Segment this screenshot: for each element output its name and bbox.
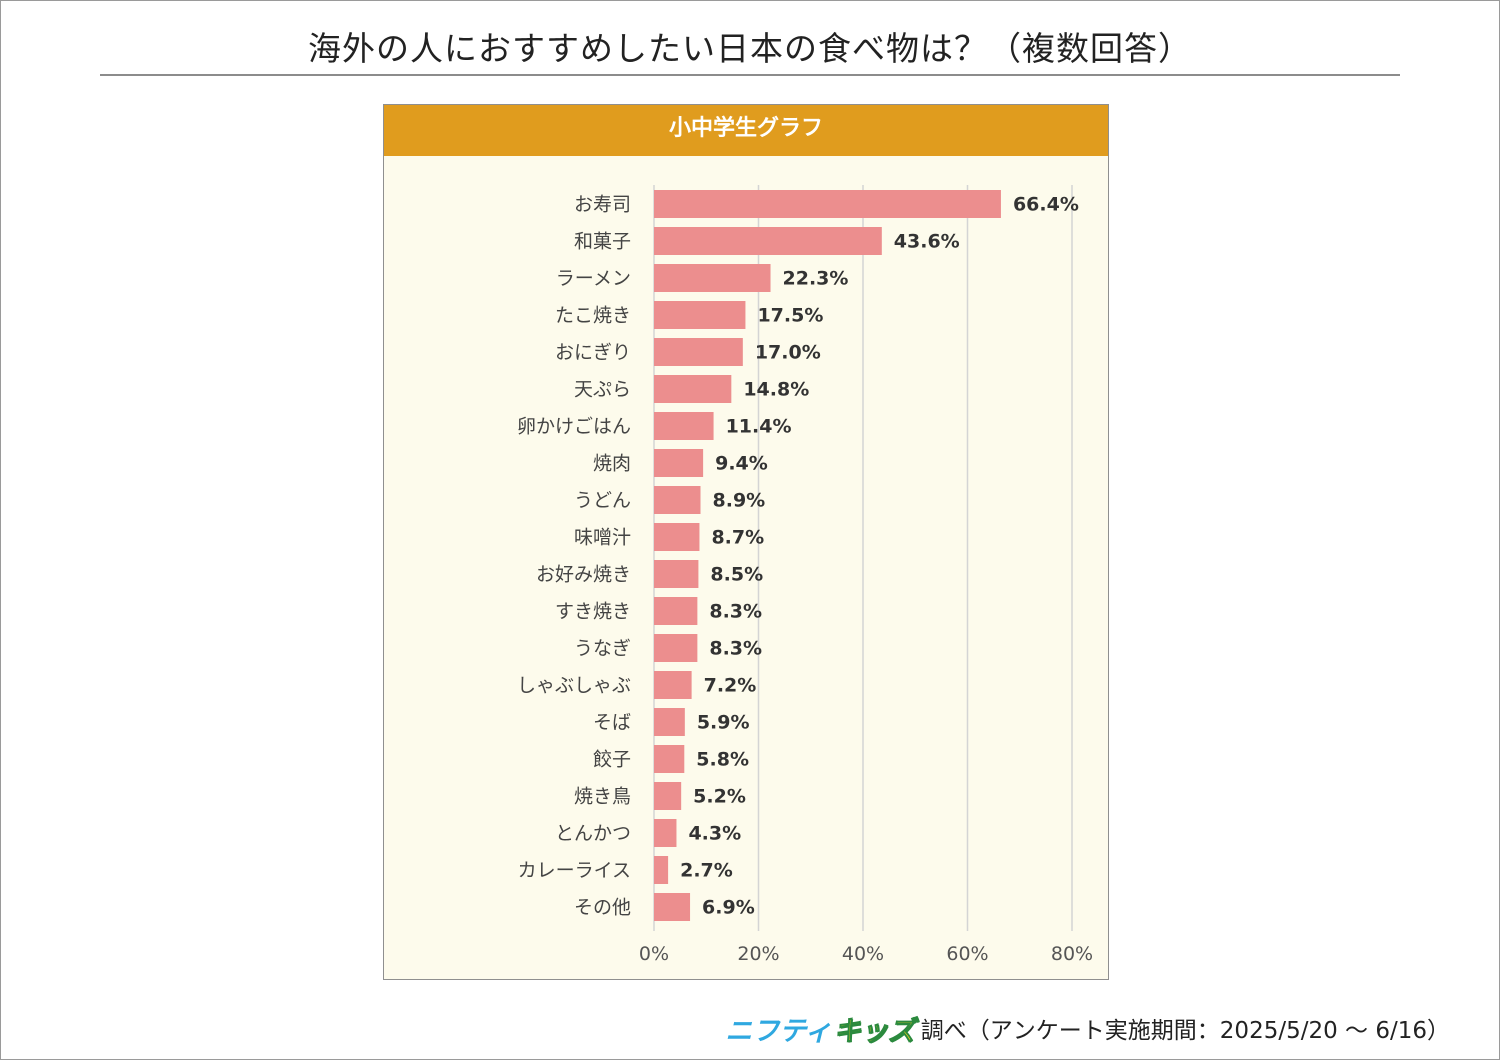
x-tick-label: 40%: [842, 943, 884, 965]
bar: [654, 597, 698, 625]
bars: [654, 190, 1001, 921]
value-label: 8.7%: [711, 527, 764, 549]
survey-period-note: 調べ（アンケート実施期間：2025/5/20 ～ 6/16）: [920, 1018, 1450, 1044]
x-tick-label: 0%: [639, 943, 669, 965]
x-tick-label: 20%: [737, 943, 779, 965]
value-label: 66.4%: [1013, 194, 1079, 216]
bar: [654, 856, 669, 884]
value-label: 8.3%: [709, 601, 762, 623]
category-label: しゃぶしゃぶ: [517, 675, 631, 697]
bar: [654, 819, 677, 847]
category-label: うなぎ: [574, 638, 631, 660]
bar: [654, 190, 1001, 218]
category-label: その他: [574, 897, 631, 919]
category-label: とんかつ: [555, 823, 631, 845]
bar: [654, 227, 882, 255]
bar: [654, 745, 685, 773]
value-labels: 66.4% 43.6% 22.3% 17.5% 17.0% 14.8% 11.4% 9.4% 8…: [680, 194, 1079, 919]
category-label: カレーライス: [518, 860, 631, 882]
value-label: 14.8%: [743, 379, 809, 401]
category-label: うどん: [574, 490, 631, 512]
category-label: 和菓子: [574, 231, 631, 253]
category-label: 味噌汁: [574, 527, 631, 549]
x-tick-label: 60%: [946, 943, 988, 965]
category-label: 卵かけごはん: [517, 416, 631, 438]
value-label: 7.2%: [704, 675, 757, 697]
category-label: 天ぷら: [574, 379, 631, 401]
page-title: 海外の人におすすめしたい日本の食べ物は？（複数回答）: [308, 29, 1192, 68]
category-label: おにぎり: [555, 342, 631, 364]
bar: [654, 523, 700, 551]
value-label: 17.0%: [755, 342, 821, 364]
category-label: 焼肉: [593, 453, 631, 475]
value-label: 6.9%: [702, 897, 755, 919]
bar: [654, 264, 771, 292]
category-label: そば: [593, 712, 631, 734]
gridlines: [653, 185, 1073, 931]
category-label: お寿司: [574, 194, 631, 216]
x-tick-label: 80%: [1051, 943, 1093, 965]
chart-panel-header: 小中学生グラフ: [384, 105, 1108, 156]
value-label: 8.3%: [709, 638, 762, 660]
bar: [654, 486, 701, 514]
value-label: 17.5%: [757, 305, 823, 327]
bar: [654, 338, 743, 366]
category-label: 餃子: [593, 749, 631, 771]
bar: [654, 560, 699, 588]
logo-text-kids: キッズ: [833, 1015, 915, 1047]
value-label: 8.9%: [713, 490, 766, 512]
logo-text-nifty: ニフティ: [725, 1015, 832, 1047]
value-label: 4.3%: [688, 823, 741, 845]
bar: [654, 893, 691, 921]
chart-panel: 小中学生グラフ お寿司和菓子ラーメンたこ焼きおにぎり天ぷら卵かけごはん焼肉うどん…: [383, 104, 1109, 980]
bar: [654, 412, 714, 440]
nifty-kids-logo: ニフティ キッズ: [725, 1009, 915, 1048]
value-label: 5.2%: [693, 786, 746, 808]
category-label: すき焼き: [555, 601, 631, 623]
bar: [654, 782, 682, 810]
title-divider: [100, 74, 1400, 76]
value-label: 9.4%: [715, 453, 768, 475]
category-label: お好み焼き: [536, 564, 631, 586]
value-label: 43.6%: [894, 231, 960, 253]
value-label: 2.7%: [680, 860, 733, 882]
bar: [654, 671, 692, 699]
value-label: 8.5%: [710, 564, 763, 586]
category-label: 焼き鳥: [574, 786, 631, 808]
value-label: 5.9%: [697, 712, 750, 734]
bar: [654, 449, 704, 477]
value-label: 22.3%: [783, 268, 849, 290]
bar-chart: お寿司和菓子ラーメンたこ焼きおにぎり天ぷら卵かけごはん焼肉うどん味噌汁お好み焼き…: [517, 185, 1093, 965]
category-label: たこ焼き: [555, 305, 631, 327]
value-label: 5.8%: [696, 749, 749, 771]
category-label: ラーメン: [556, 268, 631, 290]
bar: [654, 634, 698, 662]
x-axis-tick-labels: 0% 20% 40% 60% 80%: [639, 943, 1093, 965]
bar: [654, 375, 732, 403]
category-labels: お寿司和菓子ラーメンたこ焼きおにぎり天ぷら卵かけごはん焼肉うどん味噌汁お好み焼き…: [517, 194, 631, 919]
bar: [654, 301, 746, 329]
footer: ニフティ キッズ 調べ（アンケート実施期間：2025/5/20 ～ 6/16）: [725, 1009, 1450, 1048]
bar: [654, 708, 685, 736]
value-label: 11.4%: [726, 416, 792, 438]
